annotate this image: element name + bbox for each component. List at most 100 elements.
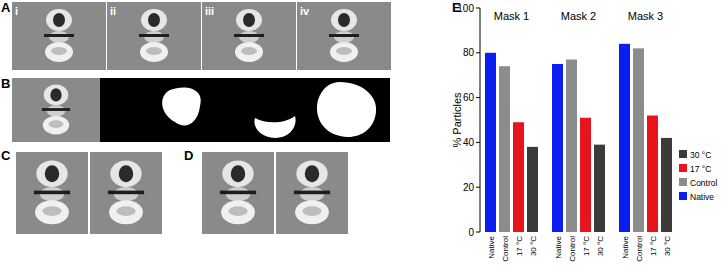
particle-hole	[50, 88, 61, 101]
particle-top	[236, 9, 262, 31]
particle-band	[44, 34, 74, 37]
subpanel-label: ii	[110, 5, 116, 17]
class-average	[202, 2, 296, 70]
particle-bottom-core	[146, 47, 162, 55]
y-tick-label: 40	[463, 137, 475, 148]
y-axis-label: % Particles	[451, 92, 463, 148]
particle-bottom	[221, 200, 255, 224]
y-tick	[476, 232, 480, 233]
legend-swatch	[679, 192, 687, 200]
subpanel-label: iv	[300, 5, 310, 17]
legend-label: Control	[690, 178, 718, 188]
particle-band	[294, 191, 330, 195]
y-tick-label: 0	[468, 227, 474, 238]
particle-hole	[338, 13, 350, 27]
category-label: Mask 2	[561, 10, 596, 22]
class-average	[16, 152, 88, 234]
particle-bottom	[330, 42, 358, 62]
image-bg	[202, 2, 296, 70]
particle-top	[296, 160, 327, 187]
image-bg	[12, 2, 106, 70]
bar	[661, 138, 672, 232]
bar-label: Native	[554, 235, 563, 258]
bar-label: Native	[487, 235, 496, 258]
bar	[647, 116, 658, 232]
particle-bottom-core	[51, 47, 67, 55]
particle-bottom-core	[302, 206, 321, 216]
image-bg	[297, 2, 391, 70]
bar-label: 30 °C	[529, 236, 538, 256]
particle-hole	[53, 13, 65, 27]
legend-label: 30 °C	[690, 150, 711, 160]
bar	[552, 64, 563, 232]
particle-top	[331, 9, 357, 31]
panel-label: C	[1, 148, 11, 163]
particle-bottom-core	[42, 206, 61, 216]
bar	[633, 48, 644, 232]
class-average	[90, 152, 162, 234]
bar-label: Control	[635, 236, 644, 262]
panel-label: A	[1, 0, 11, 15]
bar	[513, 122, 524, 232]
bar	[619, 44, 630, 232]
bar-label: 17 °C	[582, 236, 591, 256]
particle-bottom	[35, 200, 69, 224]
image-bg	[276, 152, 348, 234]
particle-bottom-core	[228, 206, 247, 216]
particle-band	[329, 34, 359, 37]
bar-label: 30 °C	[596, 236, 605, 256]
particle-bottom-core	[336, 47, 352, 55]
particle-top	[44, 85, 68, 106]
class-average	[12, 78, 100, 142]
subpanel-label: i	[15, 5, 18, 17]
class-average	[107, 2, 201, 70]
particle-hole	[305, 165, 319, 182]
bar	[499, 66, 510, 232]
y-tick-label: 60	[463, 92, 475, 103]
particle-band	[234, 34, 264, 37]
class-average	[276, 152, 348, 234]
image-bg	[107, 2, 201, 70]
particle-bottom	[109, 200, 143, 224]
bar-label: Native	[621, 235, 630, 258]
bars	[485, 44, 672, 232]
bar	[580, 118, 591, 232]
mask-shape	[162, 87, 201, 125]
panel-label: D	[184, 148, 193, 163]
particle-band	[139, 34, 169, 37]
image-bg	[202, 152, 274, 234]
particle-hole	[119, 165, 133, 182]
y-axis-line	[480, 8, 481, 232]
particle-top	[46, 9, 72, 31]
y-tick	[476, 142, 480, 143]
particle-bottom	[140, 42, 168, 62]
y-tick-label: 20	[463, 182, 475, 193]
legend-swatch	[679, 178, 687, 186]
bar	[594, 145, 605, 232]
class-average	[297, 2, 391, 70]
bar-label: 17 °C	[515, 236, 524, 256]
particle-bottom-core	[48, 120, 63, 128]
mask-background	[100, 78, 390, 142]
y-tick	[476, 52, 480, 53]
particle-band	[108, 191, 144, 195]
y-tick	[476, 187, 480, 188]
class-average	[12, 2, 106, 70]
category-label: Mask 1	[494, 10, 529, 22]
particle-band	[34, 191, 70, 195]
bar	[485, 53, 496, 232]
legend-swatch	[679, 164, 687, 172]
particle-band	[220, 191, 256, 195]
particle-band	[42, 108, 70, 111]
particle-hole	[148, 13, 160, 27]
category-label: Mask 3	[628, 10, 663, 22]
particle-bottom-core	[116, 206, 135, 216]
y-tick	[476, 8, 480, 9]
panel-label: B	[1, 76, 10, 91]
particle-top	[141, 9, 167, 31]
bar-label: 30 °C	[663, 236, 672, 256]
particle-bottom	[43, 116, 69, 135]
bar-label: Control	[568, 236, 577, 262]
particle-top	[222, 160, 253, 187]
particle-bottom	[45, 42, 73, 62]
